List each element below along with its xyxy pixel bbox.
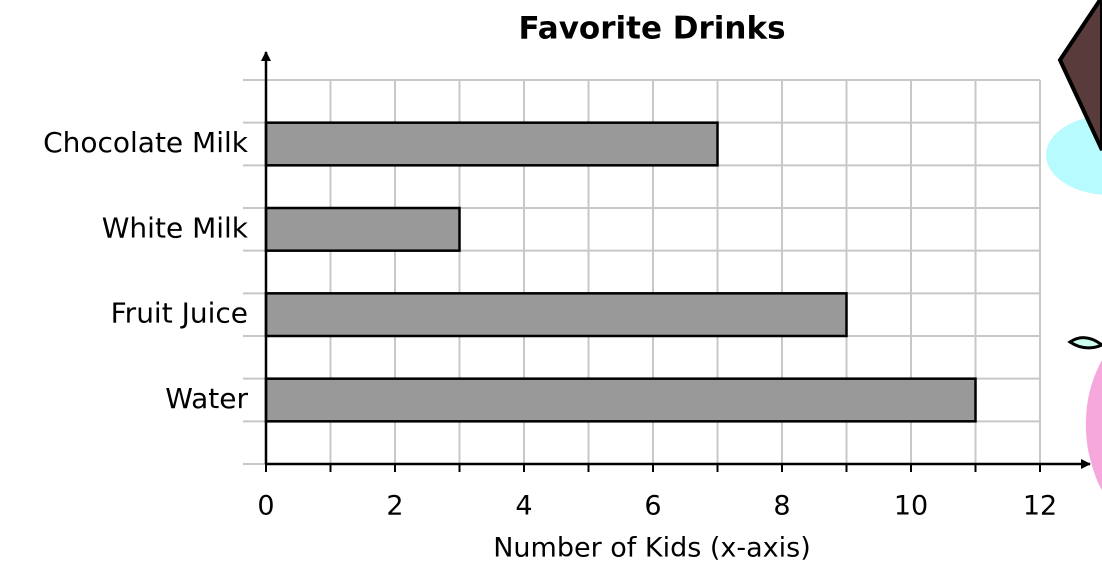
y-tick-label: Fruit Juice [111, 297, 248, 330]
bar [264, 206, 461, 252]
x-tick-label: 2 [386, 491, 403, 522]
y-tick-label: White Milk [102, 211, 249, 244]
x-tick-label: 6 [644, 491, 661, 522]
x-tick-label: 10 [894, 491, 928, 522]
bar [264, 121, 719, 167]
bar [264, 292, 848, 338]
chart-title: Favorite Drinks [518, 11, 785, 47]
x-tick-label: 12 [1023, 491, 1057, 522]
y-tick-label: Chocolate Milk [43, 126, 249, 159]
x-tick-label: 4 [515, 491, 532, 522]
x-tick-label: 0 [257, 491, 274, 522]
y-tick-label: Water [165, 382, 248, 415]
decoration [1046, 0, 1102, 490]
axes: 0 2 4 6 8 10 12 Chocolate Milk White Milk Fruit J… [43, 51, 1091, 522]
x-axis-label: Number of Kids (x-axis) [493, 533, 811, 564]
bar [264, 377, 977, 423]
x-tick-label: 8 [773, 491, 790, 522]
bars [264, 121, 977, 423]
